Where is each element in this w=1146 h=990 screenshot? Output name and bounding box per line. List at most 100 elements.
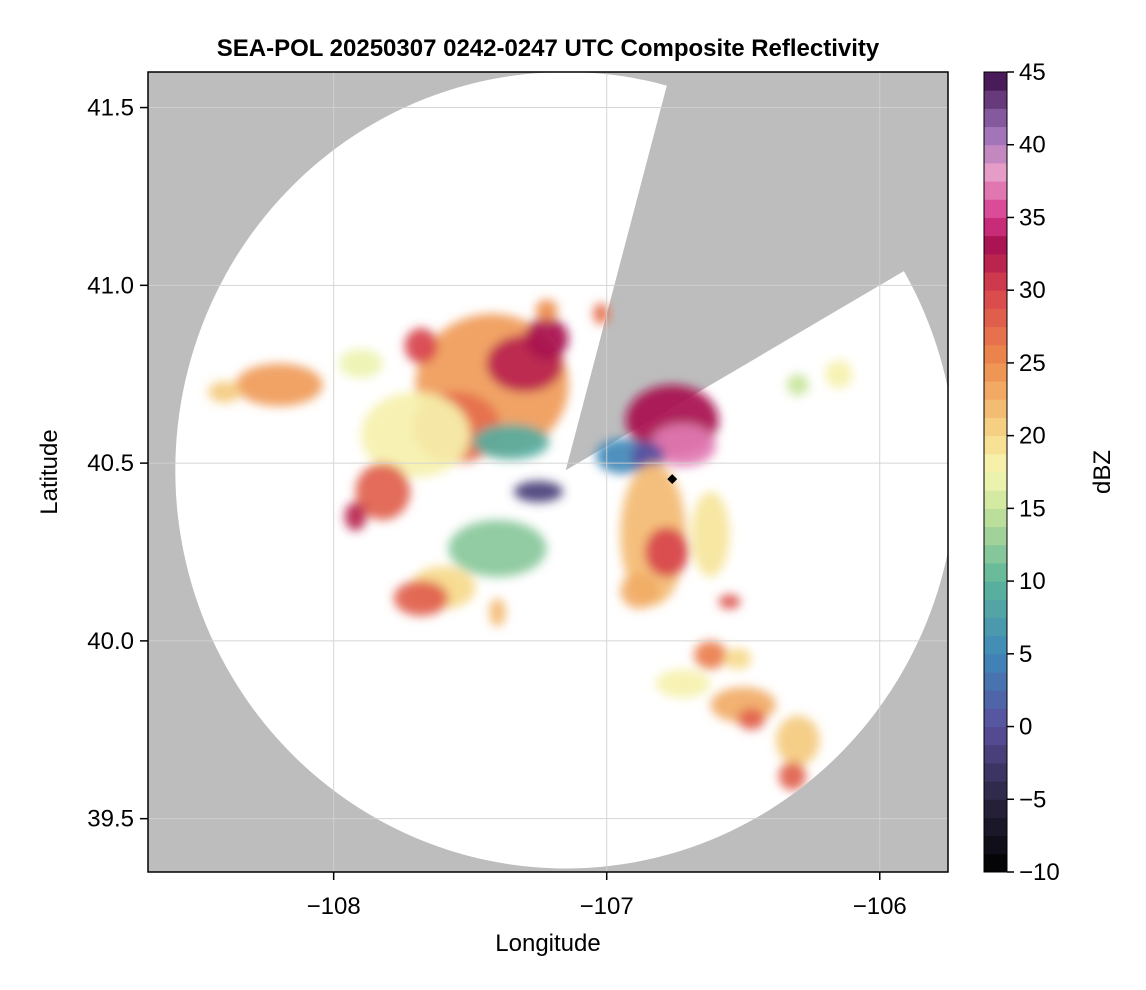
echo-cell	[694, 640, 727, 670]
colorbar-band	[984, 381, 1007, 400]
colorbar-band	[984, 744, 1007, 764]
colorbar-band	[984, 690, 1007, 709]
echo-cell	[718, 594, 741, 609]
echo-cell	[355, 463, 411, 520]
colorbar-tick-label: 5	[1019, 641, 1032, 668]
echo-cell	[344, 502, 367, 531]
colorbar-band	[984, 617, 1007, 637]
echo-cell	[737, 708, 766, 730]
colorbar-tick-label: −5	[1019, 786, 1046, 813]
y-axis: 39.5 40.0 40.5 41.0 41.5	[87, 95, 148, 833]
colorbar-band	[984, 326, 1007, 346]
colorbar-ticks: −10 −5 0 5 10 15 20 25 30 35 40 45	[1007, 59, 1060, 886]
colorbar-tick-label: 20	[1019, 423, 1046, 450]
echo-cell	[235, 363, 323, 407]
colorbar-band	[984, 672, 1007, 691]
colorbar-band	[984, 490, 1007, 509]
colorbar: −10 −5 0 5 10 15 20 25 30 35 40 45 dBZ	[983, 59, 1116, 886]
colorbar-band	[984, 635, 1007, 655]
echo-cell	[489, 598, 506, 627]
colorbar-band	[984, 653, 1007, 673]
colorbar-band	[984, 399, 1007, 418]
colorbar-band	[984, 817, 1007, 837]
colorbar-band	[984, 853, 1007, 873]
colorbar-tick-label: −10	[1019, 859, 1060, 886]
echo-cell	[778, 761, 807, 791]
colorbar-band	[984, 708, 1007, 728]
echo-cell	[208, 381, 241, 403]
colorbar-band	[984, 508, 1007, 528]
y-tick-label: 40.5	[87, 450, 134, 477]
colorbar-tick-label: 10	[1019, 568, 1046, 595]
y-axis-label: Latitude	[36, 429, 63, 514]
x-tick-label: −106	[853, 893, 907, 920]
colorbar-band	[984, 126, 1007, 146]
colorbar-tick-label: 25	[1019, 350, 1046, 377]
echo-cell	[724, 648, 752, 670]
colorbar-band	[984, 344, 1007, 364]
colorbar-band	[984, 453, 1007, 473]
colorbar-band	[984, 472, 1007, 491]
colorbar-band	[984, 762, 1007, 782]
echo-cell	[620, 573, 659, 609]
x-axis-label: Longitude	[495, 930, 600, 957]
colorbar-tick-label: 45	[1019, 59, 1046, 86]
gridlines	[148, 72, 948, 872]
colorbar-band	[984, 417, 1007, 437]
y-tick-label: 41.5	[87, 95, 134, 122]
colorbar-band	[984, 435, 1007, 455]
colorbar-tick-label: 30	[1019, 277, 1046, 304]
colorbar-band	[984, 90, 1007, 109]
plot-area	[148, 72, 948, 872]
colorbar-band	[984, 272, 1007, 291]
colorbar-band	[984, 162, 1007, 182]
echo-cell	[650, 424, 716, 467]
colorbar-tick-label: 15	[1019, 495, 1046, 522]
echo-cell	[448, 520, 547, 577]
echo-cell	[360, 392, 471, 478]
colorbar-band	[984, 581, 1007, 600]
chart-title: SEA-POL 20250307 0242-0247 UTC Composite…	[217, 35, 880, 62]
plot-frame	[147, 71, 949, 873]
echo-cell	[825, 360, 853, 389]
colorbar-band	[984, 781, 1007, 800]
colorbar-band	[984, 217, 1007, 237]
echo-cell	[513, 480, 564, 503]
colorbar-band	[984, 562, 1007, 582]
echo-cell	[472, 424, 550, 460]
colorbar-band	[984, 599, 1007, 618]
echo-cell	[339, 349, 383, 378]
y-tick-label: 40.0	[87, 628, 134, 655]
colorbar-band	[984, 181, 1007, 200]
colorbar-band	[984, 144, 1007, 164]
echo-cell	[655, 669, 711, 698]
colorbar-frame	[983, 71, 1008, 873]
colorbar-band	[984, 308, 1007, 328]
colorbar-band	[984, 235, 1007, 255]
colorbar-band	[984, 726, 1007, 746]
colorbar-tick-label: 35	[1019, 204, 1046, 231]
colorbar-band	[984, 544, 1007, 564]
colorbar-bands	[984, 72, 1007, 873]
echo-cell	[786, 374, 809, 396]
echo-cell	[393, 580, 449, 616]
echo-cell	[524, 317, 569, 360]
echo-cell	[775, 715, 820, 766]
colorbar-band	[984, 290, 1007, 309]
x-tick-label: −108	[307, 893, 361, 920]
x-axis: −108 −107 −106	[307, 872, 907, 920]
colorbar-band	[984, 835, 1007, 855]
colorbar-band	[984, 199, 1007, 218]
colorbar-tick-label: 0	[1019, 714, 1032, 741]
echo-cell	[535, 299, 558, 321]
colorbar-band	[984, 253, 1007, 273]
radar-site-marker	[667, 474, 678, 485]
echo-layer	[208, 299, 853, 791]
y-tick-label: 39.5	[87, 806, 134, 833]
colorbar-band	[984, 72, 1007, 91]
colorbar-tick-label: 40	[1019, 132, 1046, 159]
colorbar-band	[984, 799, 1007, 818]
colorbar-band	[984, 362, 1007, 382]
echo-cell	[691, 491, 730, 577]
